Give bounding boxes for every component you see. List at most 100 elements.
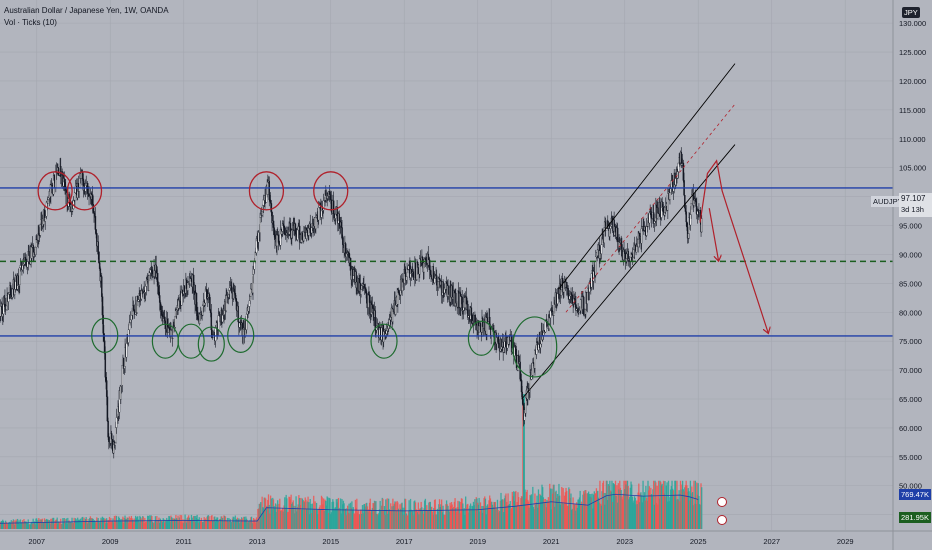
volume-bar [40, 519, 42, 529]
volume-bar [604, 504, 606, 529]
volume-bar [396, 500, 398, 529]
volume-bar [118, 517, 121, 529]
volume-bar [686, 485, 688, 529]
volume-bar [168, 516, 171, 529]
volume-bar [315, 510, 317, 529]
y-tick-label: 90.000 [899, 250, 922, 259]
volume-bar [359, 509, 362, 529]
volume-bar [238, 523, 241, 529]
volume-bar [534, 504, 537, 529]
volume-bar [211, 515, 213, 529]
green-circle-marker [512, 316, 558, 378]
volume-bar [101, 519, 103, 529]
volume-bar [654, 480, 656, 529]
volume-bar [6, 522, 8, 529]
volume-bar [511, 491, 513, 529]
volume-bar [498, 512, 500, 529]
volume-bar [149, 518, 152, 529]
volume-bar [286, 512, 289, 529]
volume-bar [88, 518, 90, 529]
volume-bar [644, 500, 646, 529]
volume-bar [319, 505, 321, 529]
volume-bar [335, 499, 337, 529]
volume-bar [347, 505, 349, 529]
volume-bar [355, 507, 357, 529]
volume-bar [397, 502, 399, 529]
volume-bar [228, 517, 230, 529]
volume-bar [451, 504, 453, 529]
grid [0, 0, 893, 530]
volume-bar [174, 518, 176, 529]
volume-bar [190, 514, 193, 529]
volume-bar [660, 485, 663, 529]
volume-bar [536, 495, 538, 529]
volume-bar [443, 514, 446, 529]
volume-bar [318, 509, 320, 529]
volume-bar [678, 490, 680, 529]
volume-bar [491, 504, 494, 529]
volume-bar [86, 523, 89, 529]
volume-bar [652, 489, 654, 529]
volume-bar [293, 513, 296, 529]
volume-bar [602, 480, 605, 529]
volume-bar [43, 518, 46, 529]
volume-bar [132, 522, 135, 529]
volume-bar [171, 517, 173, 529]
volume-bar [483, 498, 485, 529]
volume-bar [270, 498, 272, 529]
volume-bar [205, 520, 207, 529]
volume-bar [549, 488, 552, 529]
volume-bar [82, 520, 84, 529]
volume-bar [158, 517, 160, 529]
volume-bar [58, 521, 60, 529]
volume-bar [69, 522, 71, 529]
volume-bar [348, 503, 350, 529]
volume-bar [67, 521, 70, 529]
volume-bar [627, 485, 629, 529]
volume-bar [440, 504, 442, 529]
volume-bar [530, 495, 532, 529]
volume-bar [225, 520, 227, 529]
volume-bar [143, 522, 145, 529]
candle-body [276, 234, 278, 247]
volume-bar [671, 480, 673, 529]
volume-bar [24, 521, 27, 529]
candle-body [214, 327, 217, 342]
y-tick-label: 75.000 [899, 337, 922, 346]
volume-bar [302, 500, 304, 529]
volume-bar [301, 509, 303, 529]
volume-bar [607, 500, 609, 529]
volume-bar [79, 518, 82, 529]
volume-bar [340, 513, 342, 529]
volume-bar [563, 495, 566, 529]
indicator-label: Vol · Ticks (10) [4, 18, 57, 27]
volume-bar [447, 505, 449, 529]
volume-bar [619, 480, 621, 529]
volume-bar [128, 516, 130, 529]
volume-bar [347, 512, 350, 529]
candle-body [315, 217, 317, 229]
volume-bar [543, 499, 545, 529]
volume-bar [599, 480, 601, 529]
currency-badge[interactable]: JPY [902, 7, 920, 18]
volume-bar [314, 501, 316, 529]
volume-bar [510, 507, 513, 529]
volume-bar [114, 520, 116, 529]
volume-bar [376, 513, 378, 529]
volume-bar [173, 518, 175, 529]
volume-bar [308, 514, 311, 529]
volume-bar [498, 510, 501, 529]
volume-bar [166, 520, 169, 529]
volume-bar [657, 504, 659, 529]
volume-bar [19, 523, 21, 529]
volume-bar [538, 504, 540, 529]
volume-bar [552, 484, 554, 529]
volume-bar [640, 495, 643, 529]
volume-bar [244, 519, 246, 529]
volume-bar [615, 495, 617, 529]
volume-bar [662, 486, 664, 529]
volume-bar [29, 524, 31, 529]
volume-bar [24, 521, 26, 529]
